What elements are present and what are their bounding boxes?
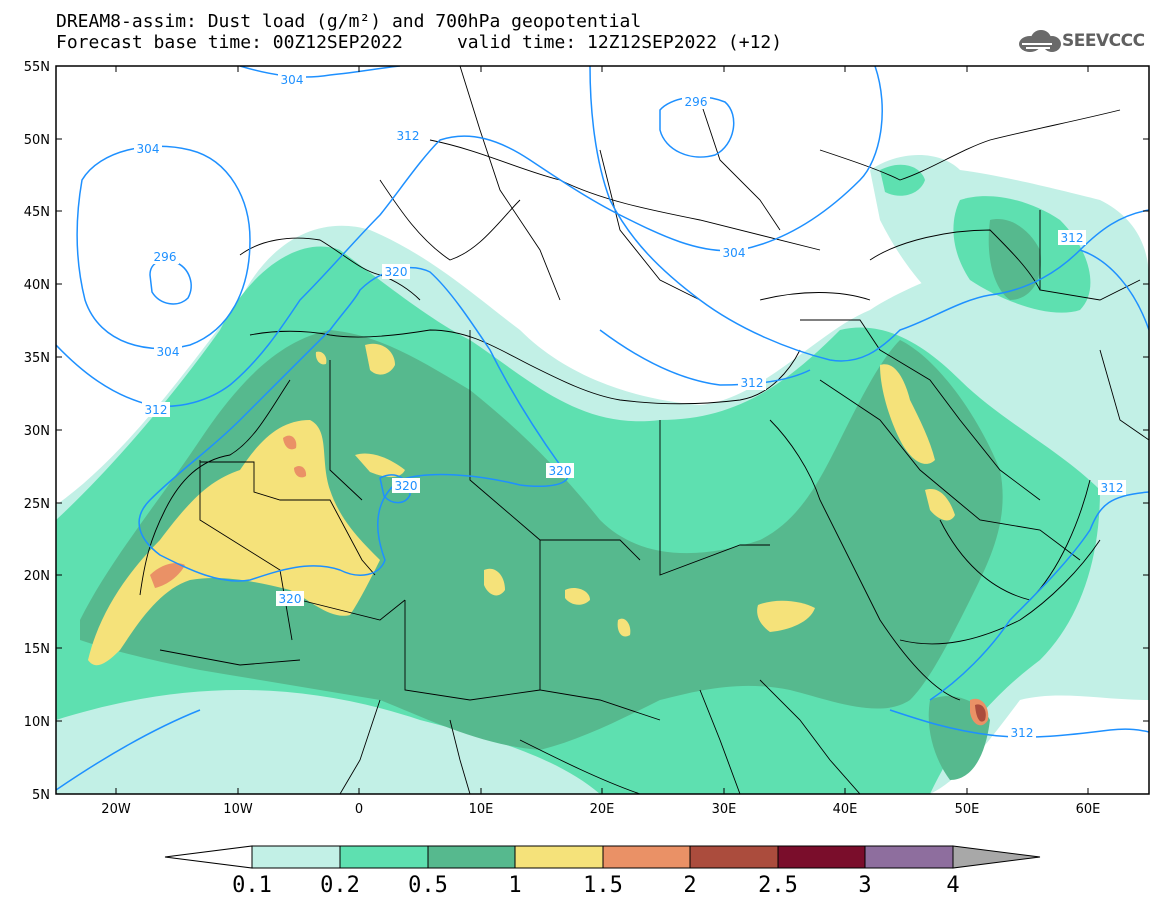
colorbar-label: 1.5 xyxy=(583,873,623,898)
colorbar-swatch xyxy=(689,845,779,869)
base-time: Forecast base time: 00Z12SEP2022 xyxy=(56,32,403,53)
lon-tick-label: 50E xyxy=(955,802,980,817)
contour-label: 312 xyxy=(1101,481,1124,495)
colorbar-swatch xyxy=(251,845,341,869)
lon-tick-label: 0 xyxy=(355,802,363,817)
lat-tick-label: 10N xyxy=(24,715,50,730)
lat-tick-label: 5N xyxy=(32,788,50,803)
colorbar-swatch xyxy=(602,845,691,869)
valid-time: valid time: 12Z12SEP2022 (+12) xyxy=(456,32,783,53)
colorbar-swatch xyxy=(777,845,866,869)
latitude-axis: 55N 50N 45N 40N 35N 30N 25N 20N 15N 10N … xyxy=(24,60,1149,803)
contour-label: 304 xyxy=(281,73,304,87)
colorbar-low-arrow xyxy=(164,845,253,869)
forecast-times: Forecast base time: 00Z12SEP2022 valid t… xyxy=(56,33,782,53)
lon-tick-label: 60E xyxy=(1076,802,1101,817)
contour-labels: 304 296 312 304 296 304 312 320 320 320 … xyxy=(134,72,1126,740)
colorbar-swatch xyxy=(339,845,429,869)
colorbar-labels: 0.1 0.2 0.5 1 1.5 2 2.5 3 4 xyxy=(232,873,960,898)
map-title: DREAM8-assim: Dust load (g/m²) and 700hP… xyxy=(56,11,642,32)
lon-tick-label: 10E xyxy=(469,802,494,817)
dust-field-10 xyxy=(88,343,955,666)
map-canvas: 304 296 312 304 296 304 312 320 320 320 … xyxy=(56,66,1149,794)
lat-tick-label: 40N xyxy=(24,278,50,293)
lon-tick-label: 40E xyxy=(833,802,858,817)
colorbar-label: 3 xyxy=(858,873,871,898)
colorbar-swatch xyxy=(427,845,516,869)
contour-label: 312 xyxy=(1011,726,1034,740)
lon-tick-label: 30E xyxy=(712,802,737,817)
colorbar-label: 0.5 xyxy=(408,873,448,898)
logo-text: SEEVCCC xyxy=(1062,31,1145,51)
colorbar xyxy=(164,845,1041,869)
country-borders xyxy=(139,66,1149,794)
longitude-axis: 20W 10W 0 10E 20E 30E 40E 50E 60E xyxy=(101,66,1100,817)
contour-label: 312 xyxy=(741,376,764,390)
colorbar-swatch xyxy=(514,845,604,869)
contour-label: 320 xyxy=(385,265,408,279)
contour-label: 296 xyxy=(685,95,708,109)
colorbar-high-arrow xyxy=(952,845,1041,869)
colorbar-label: 0.2 xyxy=(320,873,360,898)
cloud-icon xyxy=(1019,30,1061,52)
colorbar-label: 2.5 xyxy=(758,873,798,898)
lat-tick-label: 15N xyxy=(24,642,50,657)
contour-label: 320 xyxy=(279,592,302,606)
contour-label: 312 xyxy=(145,403,168,417)
lon-tick-label: 20E xyxy=(590,802,615,817)
contour-label: 312 xyxy=(397,129,420,143)
contour-label: 296 xyxy=(154,250,177,264)
lat-tick-label: 45N xyxy=(24,205,50,220)
geopotential-contours xyxy=(56,66,1149,791)
contour-label: 304 xyxy=(723,246,746,260)
lat-tick-label: 55N xyxy=(24,60,50,75)
lat-tick-label: 35N xyxy=(24,351,50,366)
contour-label: 320 xyxy=(549,464,572,478)
lat-tick-label: 20N xyxy=(24,569,50,584)
colorbar-label: 2 xyxy=(683,873,696,898)
lat-tick-label: 25N xyxy=(24,497,50,512)
contour-label: 304 xyxy=(137,142,160,156)
colorbar-label: 4 xyxy=(946,873,959,898)
colorbar-label: 0.1 xyxy=(232,873,272,898)
contour-label: 320 xyxy=(395,479,418,493)
colorbar-swatch xyxy=(864,845,954,869)
colorbar-label: 1 xyxy=(508,873,521,898)
contour-label: 304 xyxy=(157,345,180,359)
lon-tick-label: 10W xyxy=(223,802,253,817)
lat-tick-label: 30N xyxy=(24,424,50,439)
contour-label: 312 xyxy=(1061,231,1084,245)
lon-tick-label: 20W xyxy=(101,802,131,817)
dust-field-20 xyxy=(975,704,986,722)
lat-tick-label: 50N xyxy=(24,133,50,148)
